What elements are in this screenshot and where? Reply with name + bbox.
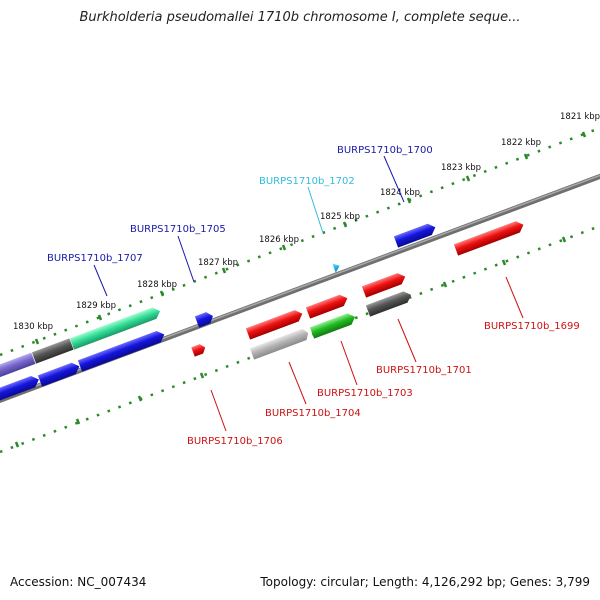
ruler-tick-mark [97,314,103,321]
gene-arrow[interactable] [191,343,207,357]
gene-label-1706[interactable]: BURPS1710b_1706 [187,436,283,447]
upper-ruler-major-ticks [34,131,587,345]
ruler-tick-mark [75,418,81,425]
gene-arrow[interactable] [309,311,357,339]
gene-arrows-lower [0,271,413,403]
ruler-tick-mark [137,395,143,402]
ruler-label-1829: 1829 kbp [76,301,116,311]
ruler-label-1830: 1830 kbp [13,322,53,332]
leader-line [397,318,417,363]
ruler-label-1825: 1825 kbp [320,212,360,222]
gene-label-1699[interactable]: BURPS1710b_1699 [484,321,580,332]
gene-arrow[interactable] [0,352,36,379]
ruler-label-1821: 1821 kbp [560,112,600,122]
ruler-tick-mark [199,372,205,379]
gene-arrow[interactable] [393,222,438,248]
ruler-label-1827: 1827 kbp [198,258,238,268]
gene-arrow[interactable] [332,261,341,273]
ruler-tick-mark [465,175,471,182]
gene-label-1701[interactable]: BURPS1710b_1701 [376,365,472,376]
ruler-tick-mark [342,221,348,228]
ruler-label-1823: 1823 kbp [441,163,481,173]
leader-line [288,361,307,405]
ruler-tick-mark [501,259,507,266]
gene-arrow[interactable] [361,271,407,298]
page-title: Burkholderia pseudomallei 1710b chromoso… [79,10,521,25]
gene-arrows [0,219,526,379]
ruler-label-1826: 1826 kbp [259,235,299,245]
leader-line [383,155,405,203]
gene-arrow[interactable] [453,219,526,256]
sequence-summary-text: Topology: circular; Length: 4,126,292 bp… [260,575,590,589]
ruler-tick-mark [581,131,587,138]
gene-arrow[interactable] [365,289,413,317]
leader-line [340,340,358,386]
gene-arrow[interactable] [0,374,41,403]
gene-label-1704[interactable]: BURPS1710b_1704 [265,408,361,419]
ruler-tick-mark [523,153,529,160]
gene-arrow[interactable] [31,338,74,364]
leader-line [307,186,324,234]
ruler-label-1828: 1828 kbp [137,280,177,290]
gene-arrow[interactable] [249,327,310,360]
ruler-tick-mark [561,236,567,243]
gene-arrow[interactable] [37,361,82,387]
ruler-label-1822: 1822 kbp [501,138,541,148]
ruler-tick-mark [14,441,20,448]
leader-line [177,235,195,283]
gene-label-1702[interactable]: BURPS1710b_1702 [259,176,355,187]
leader-line [93,264,108,297]
ruler-tick-mark [406,197,412,204]
gene-label-1705[interactable]: BURPS1710b_1705 [130,224,226,235]
leader-line [505,276,524,319]
gene-arrow[interactable] [77,329,167,372]
label-leaders [93,155,524,432]
ruler-tick-mark [159,290,165,297]
accession-text: Accession: NC_007434 [10,575,147,589]
gene-label-1703[interactable]: BURPS1710b_1703 [317,388,413,399]
ruler-tick-mark [221,267,227,274]
ruler-tick-mark [442,281,448,288]
leader-line [210,389,227,432]
gene-arrow[interactable] [69,305,162,350]
gene-arrow[interactable] [194,310,215,328]
ruler-tick-mark [34,338,40,345]
gene-label-1700[interactable]: BURPS1710b_1700 [337,145,433,156]
gene-arrow[interactable] [245,308,305,340]
gene-label-1707[interactable]: BURPS1710b_1707 [47,253,143,264]
ruler-tick-mark [281,244,287,251]
gene-arrow[interactable] [305,293,350,319]
